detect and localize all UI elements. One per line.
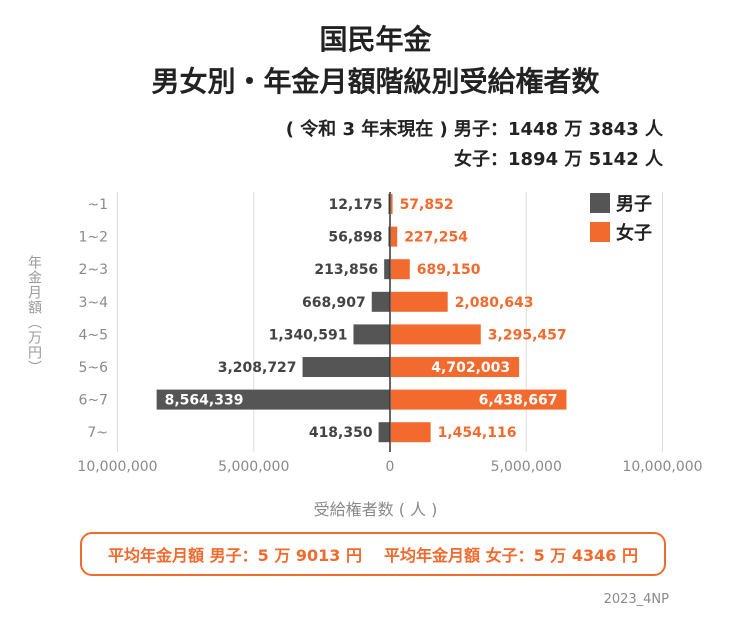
note-female-total: 女子：1894 万 5142 人 bbox=[454, 149, 663, 170]
female-bar bbox=[391, 324, 481, 345]
female-value-label: 3,295,457 bbox=[488, 327, 567, 343]
legend-female-swatch bbox=[590, 222, 610, 242]
male-bar bbox=[371, 291, 390, 312]
average-male: 平均年金月額 男子：5 万 9013 円 bbox=[108, 546, 362, 565]
female-value-label: 227,254 bbox=[404, 230, 468, 246]
x-axis-label: 受給権者数 ( 人 ) bbox=[313, 500, 438, 519]
y-tick-label: 4~5 bbox=[78, 327, 108, 343]
x-tick-label: 0 bbox=[386, 459, 395, 475]
y-tick-label: 5~6 bbox=[78, 360, 108, 376]
female-bar bbox=[391, 291, 448, 312]
average-pension-box: 平均年金月額 男子：5 万 9013 円 平均年金月額 女子：5 万 4346 … bbox=[80, 532, 666, 576]
male-bar bbox=[353, 324, 390, 345]
female-bar bbox=[391, 357, 520, 377]
male-value-label: 668,907 bbox=[302, 295, 366, 311]
female-bar bbox=[391, 194, 393, 214]
chart-subtitle: 男女別・年金月額階級別受給権者数 bbox=[151, 65, 600, 98]
x-tick-label: 10,000,000 bbox=[622, 459, 702, 475]
female-value-label: 2,080,643 bbox=[455, 295, 534, 311]
female-bar bbox=[391, 226, 398, 247]
legend-male-swatch bbox=[590, 193, 610, 213]
male-bar bbox=[302, 357, 390, 377]
male-bar bbox=[388, 226, 390, 247]
y-tick-label: ~1 bbox=[87, 197, 108, 213]
male-bar bbox=[378, 422, 390, 443]
y-axis-label: 年金月額（万円） bbox=[26, 255, 42, 375]
male-value-label: 1,340,591 bbox=[269, 327, 348, 343]
y-tick-label: 2~3 bbox=[78, 262, 108, 278]
y-tick-label: 7~ bbox=[87, 425, 108, 441]
female-value-label: 689,150 bbox=[417, 262, 481, 278]
male-value-label: 213,856 bbox=[314, 262, 378, 278]
legend-male-label: 男子 bbox=[616, 194, 652, 215]
y-tick-label: 1~2 bbox=[78, 230, 108, 246]
female-value-label: 57,852 bbox=[400, 197, 454, 213]
chart-title: 国民年金 bbox=[319, 23, 432, 56]
average-female: 平均年金月額 女子：5 万 4346 円 bbox=[384, 546, 638, 565]
x-tick-label: 10,000,000 bbox=[77, 459, 157, 475]
female-value-label: 6,438,667 bbox=[479, 393, 558, 409]
legend-female-label: 女子 bbox=[616, 222, 652, 244]
credit: 2023_4NP bbox=[603, 592, 669, 607]
male-value-label: 12,175 bbox=[328, 197, 382, 213]
female-bar bbox=[391, 389, 567, 410]
male-bar bbox=[156, 389, 390, 410]
female-value-label: 4,702,003 bbox=[431, 360, 510, 376]
male-value-label: 418,350 bbox=[309, 425, 373, 441]
x-tick-label: 5,000,000 bbox=[218, 459, 289, 475]
male-value-label: 8,564,339 bbox=[165, 393, 244, 409]
male-value-label: 56,898 bbox=[328, 230, 382, 246]
x-tick-label: 5,000,000 bbox=[491, 459, 562, 475]
y-tick-label: 3~4 bbox=[78, 295, 108, 311]
female-value-label: 1,454,116 bbox=[438, 425, 517, 441]
male-value-label: 3,208,727 bbox=[218, 360, 297, 376]
female-bar bbox=[391, 422, 431, 443]
female-bar bbox=[391, 259, 410, 280]
y-tick-label: 6~7 bbox=[78, 393, 108, 409]
male-bar bbox=[384, 259, 390, 280]
note-male-total: ( 令和 3 年末現在 ) 男子：1448 万 3843 人 bbox=[285, 119, 663, 140]
